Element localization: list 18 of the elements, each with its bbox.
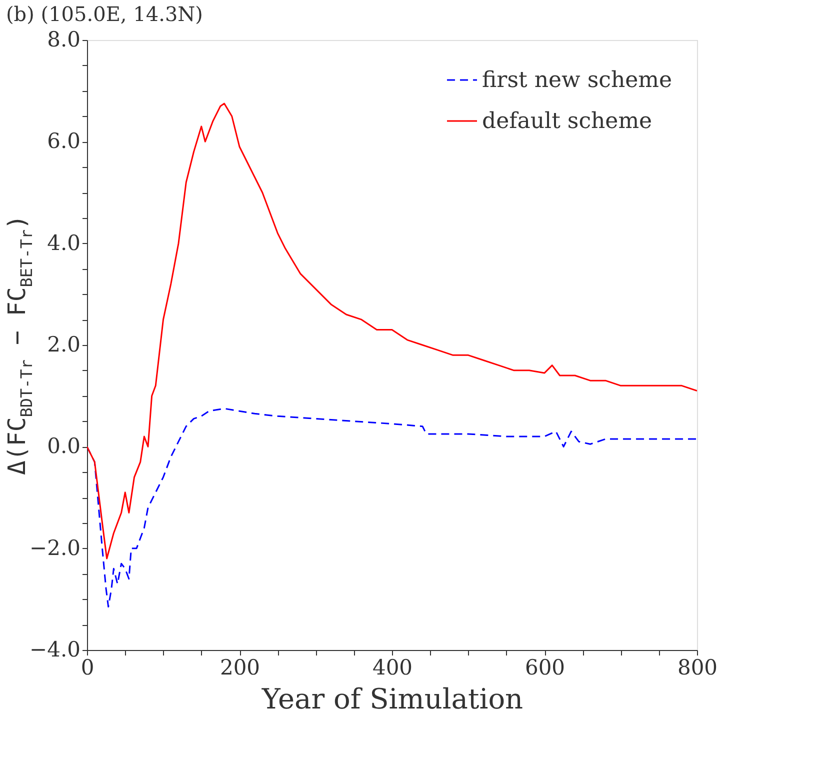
y-tick-label: 8.0 [47, 28, 80, 52]
chart-title: (b) (105.0E, 14.3N) [6, 2, 203, 26]
x-tick-label: 600 [524, 656, 566, 680]
y-tick-label: 0.0 [47, 434, 80, 458]
y-tick-label: 6.0 [47, 129, 80, 154]
y-tick-label: −4.0 [30, 638, 80, 662]
y-tick-label: −2.0 [30, 536, 80, 560]
x-tick-label: 400 [372, 656, 413, 680]
x-tick-label: 0 [80, 656, 94, 680]
y-tick-label: 2.0 [47, 332, 80, 356]
y-axis-title: Δ(FCBDT-Tr − FCBET-Tr) [3, 214, 36, 476]
x-axis-title: Year of Simulation [260, 682, 524, 716]
line-series [87, 102, 697, 560]
legend-label: default scheme [482, 109, 652, 134]
legend-label: first new scheme [482, 68, 672, 93]
x-tick-label: 200 [220, 656, 260, 680]
y-tick-label: 4.0 [47, 230, 80, 255]
x-tick-label: 800 [677, 656, 718, 680]
